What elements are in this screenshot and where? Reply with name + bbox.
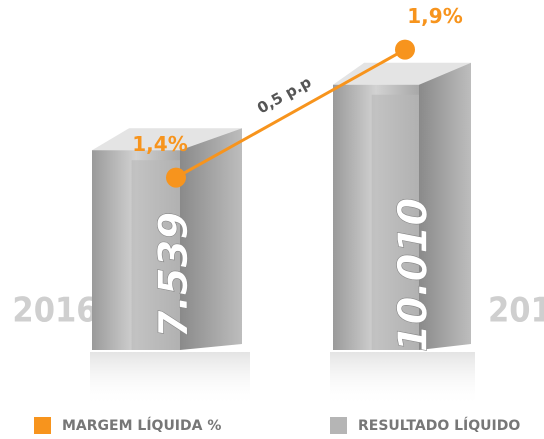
category-label: 2016 — [12, 291, 97, 331]
annotation: 0,5 p.p — [254, 73, 314, 118]
bar-groove — [131, 160, 180, 350]
legend-label: MARGEM LÍQUIDA % — [62, 417, 221, 434]
bar-top — [333, 62, 471, 85]
value-label: 7.539 — [151, 212, 197, 339]
reflection — [330, 352, 475, 407]
line — [175, 48, 406, 179]
legend-swatch — [34, 417, 51, 434]
line-point — [395, 39, 415, 60]
legend-swatch — [330, 417, 347, 434]
line-point — [166, 167, 186, 188]
bar-side — [419, 62, 471, 351]
legend-label: RESULTADO LÍQUIDO — [358, 417, 520, 434]
bar — [92, 128, 242, 350]
bar-side — [180, 128, 242, 350]
bar — [333, 62, 471, 351]
value-label: 10.010 — [391, 198, 437, 352]
reflection — [90, 352, 250, 407]
bar-groove — [371, 94, 419, 350]
value-label: 1,4% — [132, 132, 187, 156]
bar-top — [92, 128, 242, 151]
value-label: 1,9% — [407, 4, 462, 28]
